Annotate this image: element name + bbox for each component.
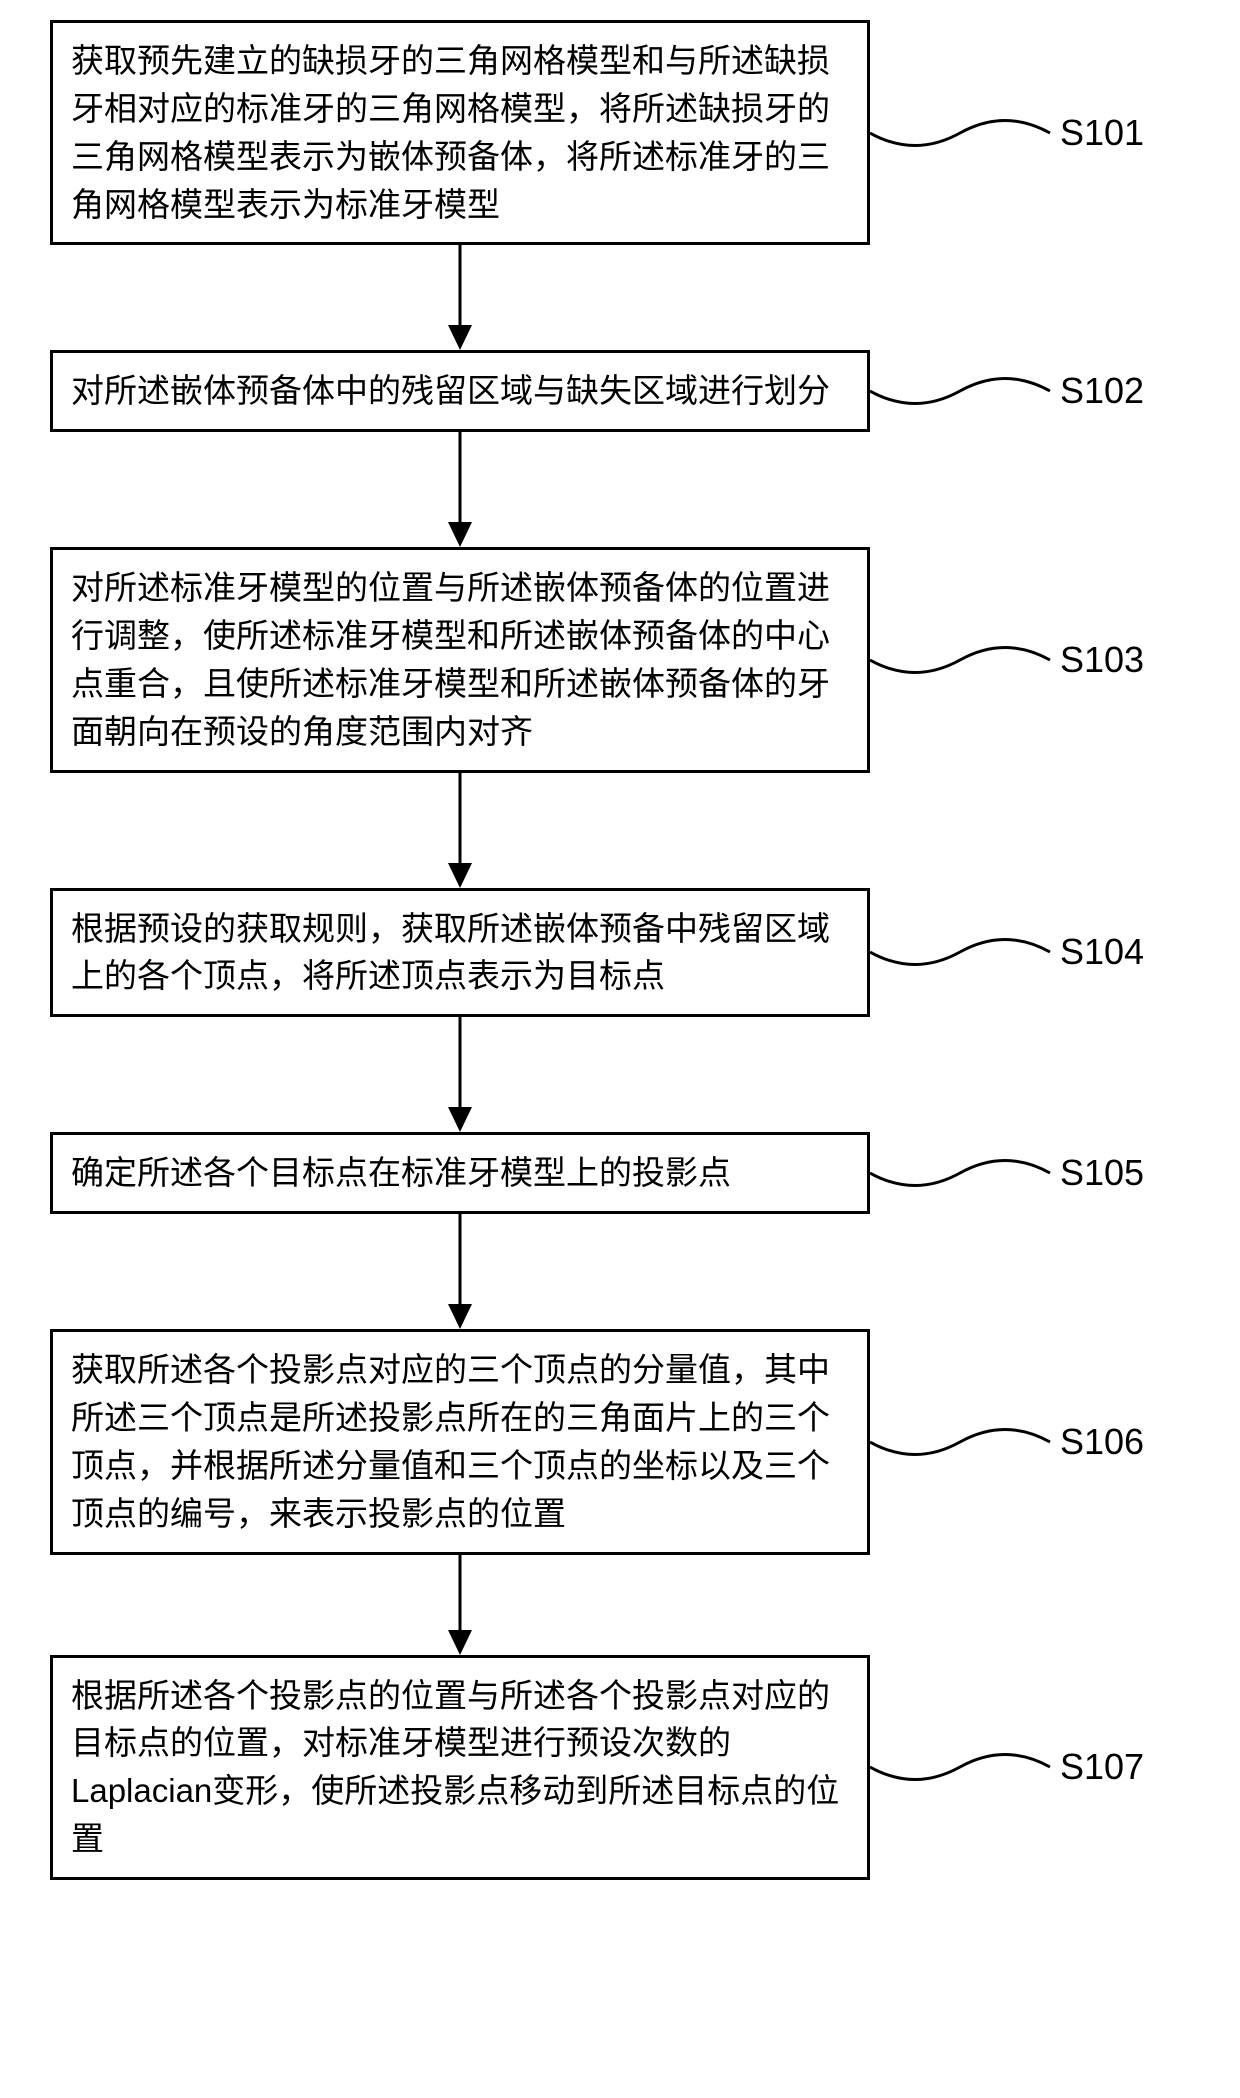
step-box-s105: 确定所述各个目标点在标准牙模型上的投影点 — [50, 1132, 870, 1214]
arrow-1 — [50, 245, 870, 350]
step-connector-s101: S101 — [870, 98, 1190, 168]
step-row-4: 根据预设的获取规则，获取所述嵌体预备中残留区域上的各个顶点，将所述顶点表示为目标… — [50, 888, 1190, 1018]
step-box-s103: 对所述标准牙模型的位置与所述嵌体预备体的位置进行调整，使所述标准牙模型和所述嵌体… — [50, 547, 870, 772]
step-connector-s103: S103 — [870, 625, 1190, 695]
step-label-s101: S101 — [1060, 112, 1144, 154]
step-row-7: 根据所述各个投影点的位置与所述各个投影点对应的目标点的位置，对标准牙模型进行预设… — [50, 1655, 1190, 1880]
step-row-5: 确定所述各个目标点在标准牙模型上的投影点 S105 — [50, 1132, 1190, 1214]
flowchart-container: 获取预先建立的缺损牙的三角网格模型和与所述缺损牙相对应的标准牙的三角网格模型，将… — [20, 20, 1220, 1880]
curve-icon — [870, 625, 1060, 695]
step-label-s106: S106 — [1060, 1421, 1144, 1463]
step-label-s104: S104 — [1060, 931, 1144, 973]
arrow-down-icon — [440, 432, 480, 547]
step-box-s106: 获取所述各个投影点对应的三个顶点的分量值，其中所述三个顶点是所述投影点所在的三角… — [50, 1329, 870, 1554]
step-box-s101: 获取预先建立的缺损牙的三角网格模型和与所述缺损牙相对应的标准牙的三角网格模型，将… — [50, 20, 870, 245]
step-connector-s107: S107 — [870, 1732, 1190, 1802]
step-label-s102: S102 — [1060, 370, 1144, 412]
step-row-2: 对所述嵌体预备体中的残留区域与缺失区域进行划分 S102 — [50, 350, 1190, 432]
step-row-3: 对所述标准牙模型的位置与所述嵌体预备体的位置进行调整，使所述标准牙模型和所述嵌体… — [50, 547, 1190, 772]
curve-icon — [870, 917, 1060, 987]
step-row-6: 获取所述各个投影点对应的三个顶点的分量值，其中所述三个顶点是所述投影点所在的三角… — [50, 1329, 1190, 1554]
step-box-s107: 根据所述各个投影点的位置与所述各个投影点对应的目标点的位置，对标准牙模型进行预设… — [50, 1655, 870, 1880]
step-connector-s102: S102 — [870, 356, 1190, 426]
curve-icon — [870, 98, 1060, 168]
step-label-s105: S105 — [1060, 1152, 1144, 1194]
curve-icon — [870, 1732, 1060, 1802]
step-label-s103: S103 — [1060, 639, 1144, 681]
arrow-down-icon — [440, 773, 480, 888]
step-box-s104: 根据预设的获取规则，获取所述嵌体预备中残留区域上的各个顶点，将所述顶点表示为目标… — [50, 888, 870, 1018]
curve-icon — [870, 356, 1060, 426]
arrow-4 — [50, 1017, 870, 1132]
step-connector-s106: S106 — [870, 1407, 1190, 1477]
arrow-down-icon — [440, 1214, 480, 1329]
arrow-2 — [50, 432, 870, 547]
arrow-down-icon — [440, 245, 480, 350]
arrow-down-icon — [440, 1017, 480, 1132]
arrow-6 — [50, 1555, 870, 1655]
step-connector-s105: S105 — [870, 1138, 1190, 1208]
curve-icon — [870, 1138, 1060, 1208]
step-connector-s104: S104 — [870, 917, 1190, 987]
step-row-1: 获取预先建立的缺损牙的三角网格模型和与所述缺损牙相对应的标准牙的三角网格模型，将… — [50, 20, 1190, 245]
arrow-3 — [50, 773, 870, 888]
curve-icon — [870, 1407, 1060, 1477]
step-box-s102: 对所述嵌体预备体中的残留区域与缺失区域进行划分 — [50, 350, 870, 432]
arrow-5 — [50, 1214, 870, 1329]
arrow-down-icon — [440, 1555, 480, 1655]
step-label-s107: S107 — [1060, 1746, 1144, 1788]
